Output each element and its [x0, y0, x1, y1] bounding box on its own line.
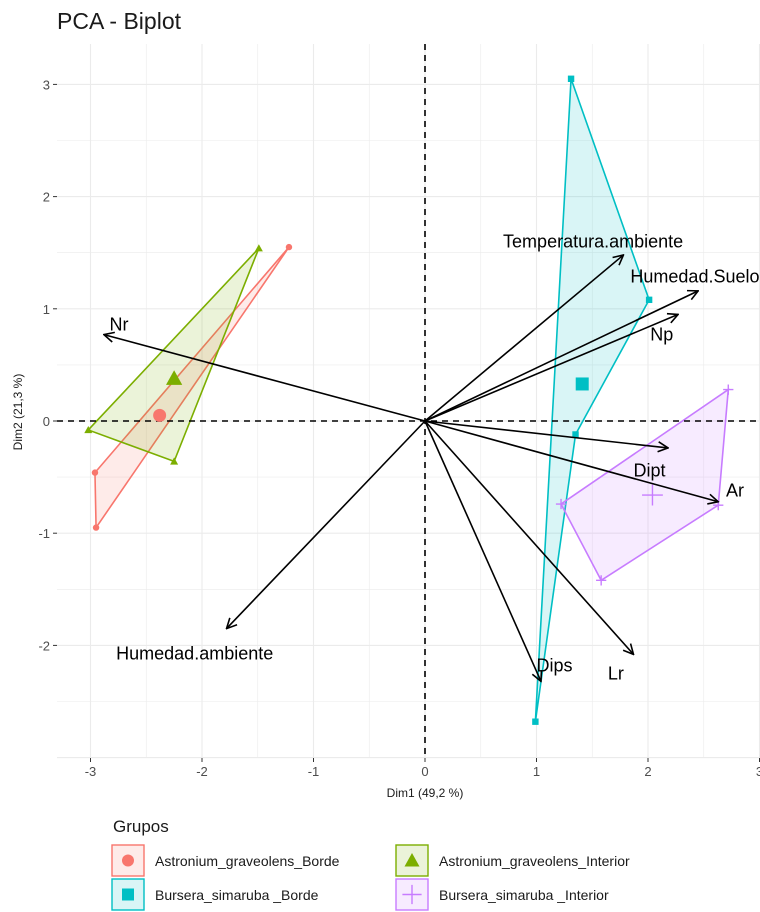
legend-label: Bursera_simaruba _Interior	[439, 887, 609, 903]
data-point	[723, 384, 734, 395]
y-tick-label: -2	[38, 638, 50, 653]
legend-item: Bursera_simaruba _Interior	[395, 878, 609, 911]
group-hulls	[86, 78, 730, 722]
y-tick-label: 0	[43, 414, 50, 429]
variable-label: Dipt	[634, 460, 666, 480]
x-tick-label: -2	[196, 764, 208, 779]
hull-triangle	[86, 247, 260, 463]
variable-label: Dips	[537, 656, 573, 676]
variable-label: Ar	[726, 481, 744, 501]
hull-cross	[559, 387, 730, 582]
x-tick-label: -1	[308, 764, 320, 779]
x-axis-title: Dim1 (49,2 %)	[387, 786, 464, 800]
data-point	[285, 243, 293, 251]
legend-item: Bursera_simaruba _Borde	[111, 878, 319, 911]
variable-label: Nr	[109, 315, 128, 335]
variable-arrow	[227, 420, 426, 629]
group-centroid	[153, 408, 167, 422]
variable-label: Lr	[608, 663, 624, 683]
data-point	[572, 431, 579, 438]
data-point	[555, 498, 567, 510]
legend-key	[111, 844, 145, 877]
x-tick-label: 1	[533, 764, 540, 779]
data-point	[596, 575, 607, 586]
variable-arrow	[104, 335, 426, 422]
variable-arrow	[424, 255, 623, 422]
plot-panel: Temperatura.ambiente Humedad.Suelo Np Nr Dip…	[57, 44, 760, 759]
legend-label: Astronium_graveolens_Interior	[439, 853, 630, 869]
legend-symbol	[404, 853, 420, 867]
legend-item: Astronium_graveolens_Borde	[111, 844, 340, 877]
variable-arrow	[424, 420, 634, 654]
chart-title: PCA - Biplot	[57, 8, 182, 34]
x-tick-label: -3	[85, 764, 97, 779]
group-centroid	[166, 370, 183, 385]
y-axis-title: Dim2 (21,3 %)	[11, 374, 25, 451]
legend-symbol	[122, 854, 134, 867]
y-tick-label: -1	[38, 526, 50, 541]
y-tick-label: 1	[43, 302, 50, 317]
legend: Astronium_graveolens_Borde Bursera_simaru…	[111, 844, 630, 911]
data-point	[84, 425, 93, 434]
variable-arrows: Temperatura.ambiente Humedad.Suelo Np Nr Dip…	[104, 231, 760, 683]
x-tick-label: 3	[756, 764, 760, 779]
hull-circle	[94, 246, 290, 531]
data-point	[645, 296, 653, 304]
legend-label: Bursera_simaruba _Borde	[155, 887, 319, 903]
variable-arrow	[424, 291, 698, 422]
legend-title: Grupos	[113, 817, 169, 836]
variable-label: Humedad.Suelo	[630, 266, 759, 286]
group-centroid	[642, 484, 663, 506]
variable-arrow	[424, 314, 678, 422]
legend-symbol	[402, 884, 422, 905]
x-tick-label: 2	[644, 764, 651, 779]
legend-symbol	[122, 888, 134, 901]
variable-label: Np	[650, 325, 673, 345]
variable-arrow	[424, 420, 541, 681]
data-point	[532, 718, 539, 725]
y-tick-label: 2	[43, 190, 50, 205]
group-points	[84, 75, 734, 725]
variable-arrow	[424, 420, 718, 502]
legend-label: Astronium_graveolens_Borde	[155, 853, 340, 869]
data-point	[92, 524, 100, 531]
data-point	[254, 244, 263, 252]
data-point	[91, 469, 99, 476]
variable-label: Humedad.ambiente	[116, 643, 273, 663]
x-tick-label: 0	[421, 764, 428, 779]
variable-label: Temperatura.ambiente	[503, 231, 683, 251]
y-tick-label: 3	[43, 77, 50, 92]
group-centroid	[575, 377, 589, 391]
data-point	[170, 457, 179, 465]
axes: -3 -2 -1 0 1 2 3 -2 -1 0 1 2 3	[38, 77, 760, 779]
data-point	[567, 75, 575, 82]
legend-item: Astronium_graveolens_Interior	[395, 844, 630, 877]
variable-arrow	[424, 420, 668, 448]
